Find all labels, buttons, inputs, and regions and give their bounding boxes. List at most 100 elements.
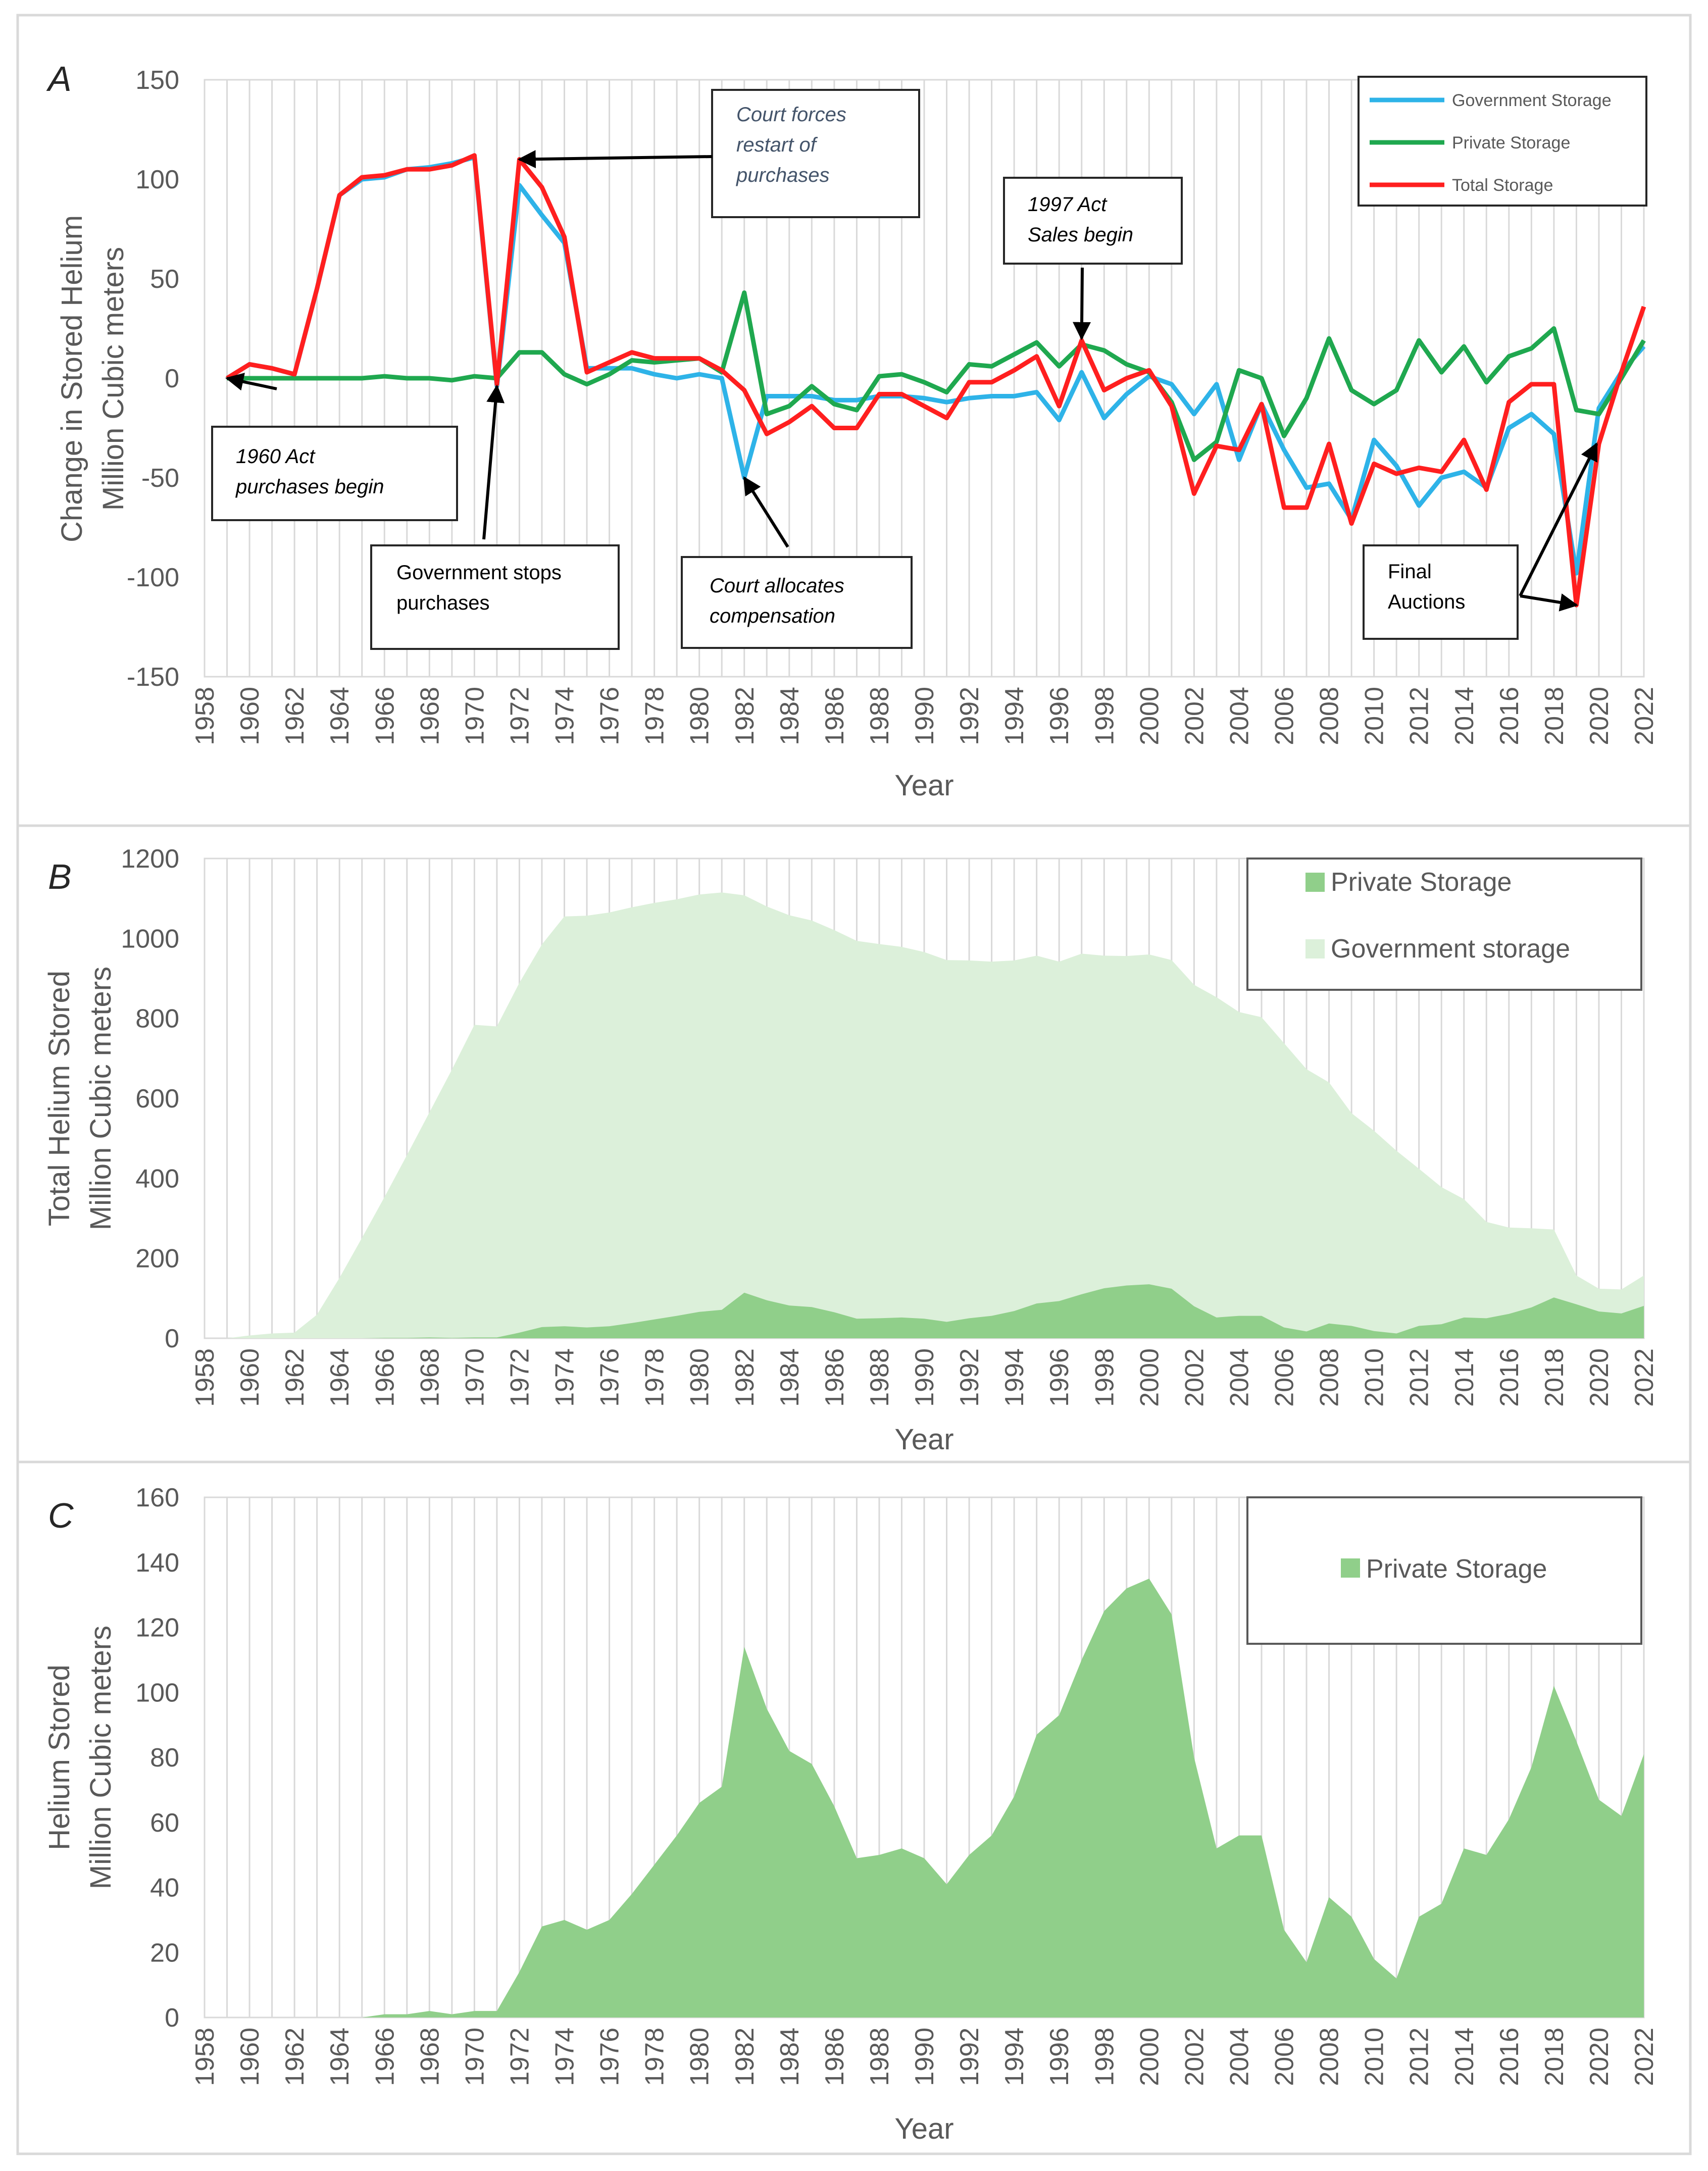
panel-c-ytick-label: 120 (135, 1613, 179, 1643)
panel-b-xtick-label: 2012 (1405, 1348, 1434, 1407)
panel-c-xtick-label: 2008 (1315, 2028, 1344, 2086)
panel-a-annotation-6-box (1363, 544, 1519, 640)
panel-a-ytick-label: 100 (135, 165, 179, 194)
panel-b-xtick-label: 1960 (235, 1348, 265, 1407)
panel-a-annotation-3-arrow (517, 150, 713, 169)
panel-c-xtick-label: 1988 (865, 2028, 894, 2086)
panel-c-xtick-label: 2014 (1450, 2028, 1479, 2086)
panel-c-xtick-label: 1980 (685, 2028, 715, 2086)
panel-a-ytick-label: 150 (135, 66, 179, 95)
panel-c-xtick-label: 1982 (730, 2028, 760, 2086)
panel-b-xtick-label: 1970 (460, 1348, 489, 1407)
panel-a-xtick-label: 1996 (1045, 687, 1074, 745)
panel-a-annotation-5-text: 1997 Act Sales begin (1028, 193, 1133, 246)
panel-a-annotation-1-box (211, 426, 458, 521)
panel-b-ytick-label: 200 (135, 1244, 179, 1274)
panel-a-annotation-3-text: Court forces restart of purchases (736, 104, 846, 186)
panel-b-xtick-label: 2004 (1225, 1348, 1254, 1407)
panel-a-line-private-storage (227, 290, 1646, 463)
panel-a-plot-area (204, 79, 1645, 678)
panel-c: 160 140 120 100 80 60 40 20 0 1958 1960 1962 1964 196… (43, 1483, 1659, 2145)
panel-c-xtick-label: 1968 (415, 2028, 444, 2086)
panel-b-xtick-label: 1978 (640, 1348, 670, 1407)
panel-c-ytick-label: 40 (150, 1874, 179, 1903)
panel-b-legend-label: Private Storage (1331, 868, 1512, 897)
panel-c-xtick-label: 1994 (1000, 2028, 1029, 2086)
panel-a-annotation-4-box (681, 556, 913, 649)
panel-c-xtick-label: 1970 (460, 2028, 489, 2086)
panel-b-xtick-label: 1984 (775, 1348, 805, 1407)
panel-c-xtick-label: 1990 (910, 2028, 939, 2086)
panel-c-xtick-label: 2004 (1225, 2028, 1254, 2086)
panel-c-xtick-label: 1974 (550, 2028, 580, 2086)
panel-b-legend (1246, 857, 1642, 991)
panel-a-annotation-2-text: Government stops purchases (396, 562, 562, 614)
panel-c-xtick-label: 1962 (280, 2028, 310, 2086)
panel-c-xtick-label: 2000 (1135, 2028, 1164, 2086)
panel-c-ytick-label: 160 (135, 1483, 179, 1512)
panel-b-ytick-label: 1200 (121, 844, 179, 874)
panel-a-xtick-label: 2022 (1630, 687, 1659, 745)
panel-c-legend-swatch (1341, 1558, 1360, 1578)
panel-b-xtick-label: 2018 (1540, 1348, 1569, 1407)
panel-a-annotation-3-box (711, 89, 920, 218)
panel-c-border (16, 1460, 1692, 2155)
panel-a-ytick-label: 50 (150, 265, 179, 294)
panel-c-legend (1246, 1496, 1642, 1645)
panel-b-xtick-label: 1982 (730, 1348, 760, 1407)
panel-a-xtick-label: 1980 (685, 687, 715, 745)
panel-c-xtick-label: 1964 (325, 2028, 355, 2086)
panel-b-xtick-label: 1974 (550, 1348, 580, 1407)
panel-a-ytick-label: -150 (127, 663, 179, 692)
panel-a-annotation-4-arrow (743, 476, 789, 548)
panel-a-xtick-label: 1966 (370, 687, 399, 745)
panel-c-xtick-label: 1992 (955, 2028, 984, 2086)
panel-b-xtick-label: 1992 (955, 1348, 984, 1407)
panel-c-xtick-label: 1966 (370, 2028, 399, 2086)
panel-c-xtick-label: 1958 (190, 2028, 220, 2086)
panel-a-yaxis-title: Change in Stored Helium Million Cubic met… (56, 215, 130, 542)
panel-b-xtick-label: 2010 (1360, 1348, 1389, 1407)
panel-b-xtick-label: 1980 (685, 1348, 715, 1407)
panel-a-xtick-label: 1992 (955, 687, 984, 745)
panel-a-xtick-label: 2008 (1315, 687, 1344, 745)
panel-a-xtick-label: 1960 (235, 687, 265, 745)
panel-a-xtick-label: 2016 (1495, 687, 1524, 745)
panel-c-xtick-label: 2012 (1405, 2028, 1434, 2086)
panel-c-xtick-label: 2022 (1630, 2028, 1659, 2086)
panel-b-xtick-label: 1994 (1000, 1348, 1029, 1407)
panel-b-xaxis-title: Year (894, 1423, 953, 1456)
panel-c-xtick-label: 2016 (1495, 2028, 1524, 2086)
panel-a-ytick-label: -100 (127, 563, 179, 592)
panel-b-xtick-label: 1986 (820, 1348, 849, 1407)
panel-a-xtick-label: 2000 (1135, 687, 1164, 745)
panel-a-xtick-label: 1998 (1090, 687, 1119, 745)
panel-a-legend-label: Government Storage (1452, 91, 1612, 110)
panel-c-xaxis-title: Year (894, 2112, 953, 2145)
panel-a-xtick-label: 2020 (1585, 687, 1614, 745)
panel-b-xtick-label: 2014 (1450, 1348, 1479, 1407)
panel-b-xtick-label: 2022 (1630, 1348, 1659, 1407)
panel-a-legend-label: Total Storage (1452, 176, 1553, 195)
panel-a-annotation-6-arrow-2 (1519, 442, 1598, 597)
panel-b-xtick-label: 1998 (1090, 1348, 1119, 1407)
panel-c-xtick-label: 2020 (1585, 2028, 1614, 2086)
panel-b-xtick-label: 1976 (595, 1348, 625, 1407)
panel-a: 150 100 50 0 -50 -100 -150 1958 1960 1962 1964 1966… (46, 59, 1659, 802)
panel-b-legend-label: Government storage (1331, 934, 1570, 964)
panel-a-xtick-label: 2010 (1360, 687, 1389, 745)
panel-b-ytick-label: 600 (135, 1084, 179, 1114)
panel-c-ytick-label: 0 (165, 2003, 179, 2033)
panel-b-xtick-label: 1962 (280, 1348, 310, 1407)
panel-b-ytick-label: 1000 (121, 924, 179, 953)
panel-a-xtick-label: 1964 (325, 687, 355, 745)
panel-b-xtick-label: 2020 (1585, 1348, 1614, 1407)
panel-b-xtick-label: 1972 (505, 1348, 534, 1407)
panel-a-ytick-label: 0 (165, 364, 179, 393)
panel-b-xtick-label: 1968 (415, 1348, 444, 1407)
panel-c-legend-label: Private Storage (1366, 1554, 1547, 1584)
panel-a-xtick-label: 1970 (460, 687, 489, 745)
panel-a-annotation-2-box (370, 544, 620, 650)
